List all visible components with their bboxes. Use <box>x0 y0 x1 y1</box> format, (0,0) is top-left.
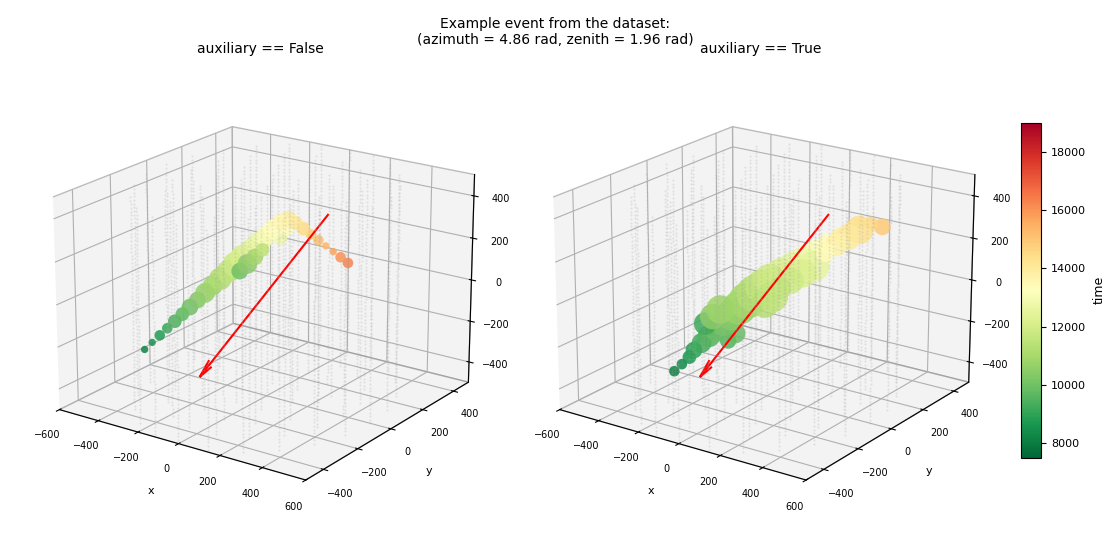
Y-axis label: y: y <box>425 465 432 475</box>
Y-axis label: y: y <box>926 465 932 475</box>
Y-axis label: time: time <box>1093 276 1106 304</box>
X-axis label: x: x <box>648 486 655 496</box>
Text: Example event from the dataset:
(azimuth = 4.86 rad, zenith = 1.96 rad): Example event from the dataset: (azimuth… <box>416 17 694 47</box>
X-axis label: x: x <box>148 486 154 496</box>
Title: auxiliary == True: auxiliary == True <box>700 42 821 56</box>
Title: auxiliary == False: auxiliary == False <box>198 42 324 56</box>
